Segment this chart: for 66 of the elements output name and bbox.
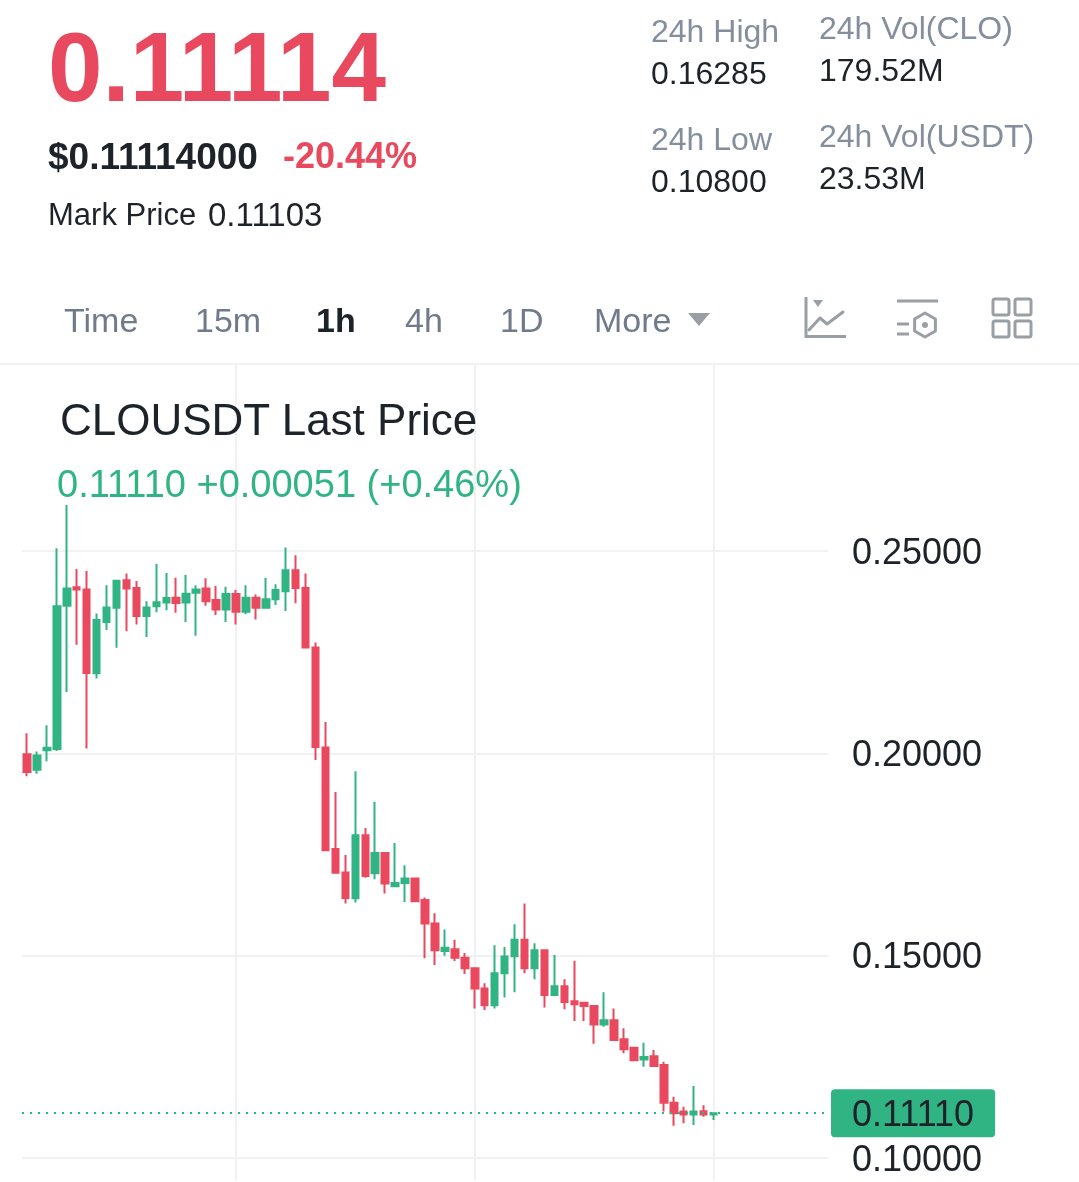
text: 24h Vol(USDT) [819, 118, 1035, 155]
candlestick [341, 854, 350, 905]
text: More [594, 301, 672, 340]
candlestick [102, 584, 111, 632]
candlestick [132, 580, 141, 626]
candlestick [639, 1041, 649, 1068]
candlestick [122, 572, 131, 633]
candlestick [82, 569, 91, 750]
candlestick [550, 954, 559, 997]
text: 179.52M [819, 52, 944, 89]
candlestick [540, 949, 549, 1009]
text: 4h [405, 301, 443, 340]
candlestick [112, 579, 121, 649]
candlestick [560, 978, 569, 1011]
text: 23.53M [819, 160, 926, 197]
candlestick [291, 554, 300, 605]
text: CLOUSDT Last Price [60, 394, 478, 444]
candlestick [142, 600, 151, 638]
candlestick [32, 750, 42, 775]
text: 24h High [651, 13, 780, 50]
candlestick [490, 944, 499, 1010]
candlestick [311, 641, 320, 761]
candlestick [301, 572, 310, 649]
y-tick-label: 0.15000 [852, 935, 983, 977]
candlestick [281, 546, 290, 613]
text: 0.16285 [651, 55, 767, 92]
candlestick [530, 942, 539, 981]
text: 24h Vol(CLO) [819, 10, 1013, 47]
y-tick-label: 0.10000 [852, 1137, 983, 1179]
text: 0.10800 [651, 163, 767, 200]
text: $0.11114000 [48, 135, 258, 177]
candlestick [221, 585, 231, 623]
candlestick [380, 852, 390, 895]
y-tick-label: 0.20000 [852, 732, 983, 774]
candlestick [321, 720, 330, 852]
candlestick [241, 584, 251, 616]
candlestick [361, 826, 370, 879]
text: Time [64, 301, 139, 340]
text: -20.44% [283, 135, 418, 177]
text: 1D [500, 301, 544, 340]
text: 1h [316, 301, 356, 340]
candlestick [440, 928, 450, 957]
candlestick [599, 991, 609, 1028]
candlestick [162, 572, 171, 612]
candlestick [520, 902, 529, 975]
text: Mark Price [48, 196, 197, 232]
candlestick [699, 1104, 708, 1118]
text: 0.11114 [48, 11, 387, 122]
text: 0.11103 [208, 195, 323, 233]
ref-line-label: 0.11110 [852, 1092, 975, 1134]
text: 15m [195, 301, 262, 340]
y-tick-label: 0.25000 [852, 530, 983, 572]
candlestick [171, 576, 181, 614]
text: 0.11110 +0.00051 (+0.46%) [57, 463, 522, 505]
candlestick [152, 563, 161, 614]
candlestick [22, 732, 32, 778]
candlestick [510, 923, 519, 994]
candlestick [251, 593, 261, 621]
candlestick [231, 589, 241, 626]
text: 24h Low [651, 121, 772, 158]
candlestick [92, 612, 101, 680]
candlestick [72, 567, 81, 646]
candlestick [331, 790, 340, 874]
candlestick [370, 800, 380, 881]
candlestick [500, 945, 509, 999]
candlestick [351, 770, 360, 904]
